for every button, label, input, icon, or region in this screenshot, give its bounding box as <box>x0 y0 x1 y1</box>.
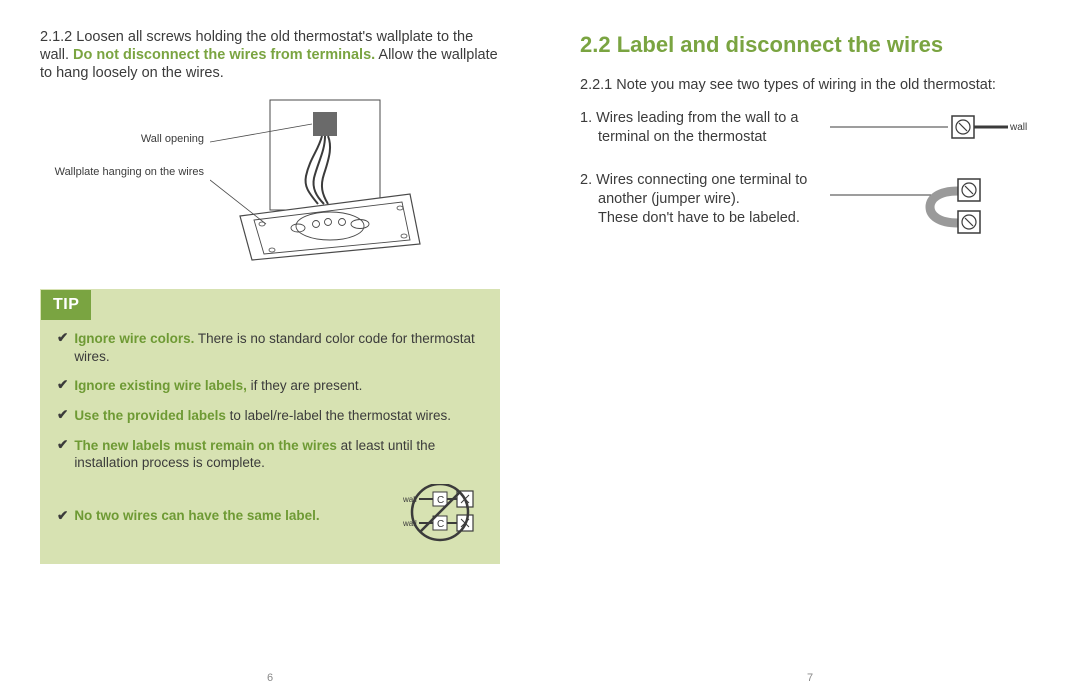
step-number: 2.2.1 <box>580 77 612 93</box>
item-number: 1. <box>580 110 592 126</box>
check-icon: ✔ <box>57 407 68 425</box>
page-number-right: 7 <box>540 672 1080 684</box>
page-number-left: 6 <box>0 672 540 684</box>
check-icon: ✔ <box>57 437 68 472</box>
figure-wallplate: Wall opening Wallplate hanging on the wi… <box>40 96 500 271</box>
tip-heading: TIP <box>41 290 91 320</box>
wire-type-2-figure <box>830 171 1040 241</box>
item-text-b: These don't have to be labeled. <box>598 209 800 228</box>
tip-bold: Use the provided labels <box>74 408 226 423</box>
svg-text:C: C <box>437 519 444 530</box>
page-right: 2.2 Label and disconnect the wires 2.2.1… <box>540 0 1080 698</box>
tip-bold: Ignore existing wire labels, <box>74 378 247 393</box>
tip-item: ✔ Ignore existing wire labels, if they a… <box>57 377 483 395</box>
item-text-a: Wires connecting one terminal to another… <box>596 172 807 207</box>
tip-bold: Ignore wire colors. <box>74 331 194 346</box>
check-icon: ✔ <box>57 330 68 365</box>
wire-type-1-text: 1. Wires leading from the wall to a term… <box>580 109 830 149</box>
wire-type-1: 1. Wires leading from the wall to a term… <box>580 109 1040 149</box>
heading-text: Label and disconnect the wires <box>617 32 943 57</box>
step-2-1-2: 2.1.2 Loosen all screws holding the old … <box>40 28 500 82</box>
wire-type-2-text: 2. Wires connecting one terminal to anot… <box>580 171 830 241</box>
heading-2-2: 2.2 Label and disconnect the wires <box>580 32 1040 58</box>
tip-box: TIP ✔ Ignore wire colors. There is no st… <box>40 289 500 563</box>
tip-item: ✔ No two wires can have the same label. … <box>57 484 483 549</box>
check-icon: ✔ <box>57 377 68 395</box>
tip-item: ✔ The new labels must remain on the wire… <box>57 437 483 472</box>
step-warning: Do not disconnect the wires from termina… <box>73 47 375 63</box>
step-text: Note you may see two types of wiring in … <box>616 77 996 93</box>
tip-bold: No two wires can have the same label. <box>74 508 319 523</box>
page-spread: 2.1.2 Loosen all screws holding the old … <box>0 0 1080 698</box>
tip-body: ✔ Ignore wire colors. There is no standa… <box>41 320 499 562</box>
item-text: Wires leading from the wall to a termina… <box>596 110 798 145</box>
svg-text:C: C <box>437 495 444 506</box>
check-icon: ✔ <box>57 508 68 524</box>
figure-labels: Wall opening Wallplate hanging on the wi… <box>40 96 210 179</box>
figure-svg <box>210 96 500 271</box>
tip-rest: to label/re-label the thermostat wires. <box>226 408 451 423</box>
figure-label-wall-opening: Wall opening <box>40 132 210 146</box>
tip-item: ✔ Use the provided labels to label/re-la… <box>57 407 483 425</box>
figure-label-wallplate: Wallplate hanging on the wires <box>40 165 210 179</box>
heading-number: 2.2 <box>580 32 611 57</box>
svg-text:wall: wall <box>1009 122 1027 133</box>
wire-type-2: 2. Wires connecting one terminal to anot… <box>580 171 1040 241</box>
item-number: 2. <box>580 172 592 188</box>
wire-type-1-figure: wall <box>830 109 1040 149</box>
page-left: 2.1.2 Loosen all screws holding the old … <box>0 0 540 698</box>
tip-bold: The new labels must remain on the wires <box>74 438 337 453</box>
step-number: 2.1.2 <box>40 29 72 45</box>
tip-no-duplicate-figure: wall C wall <box>397 484 483 549</box>
tip-item: ✔ Ignore wire colors. There is no standa… <box>57 330 483 365</box>
tip-rest: if they are present. <box>247 378 363 393</box>
step-2-2-1: 2.2.1 Note you may see two types of wiri… <box>580 76 1040 95</box>
